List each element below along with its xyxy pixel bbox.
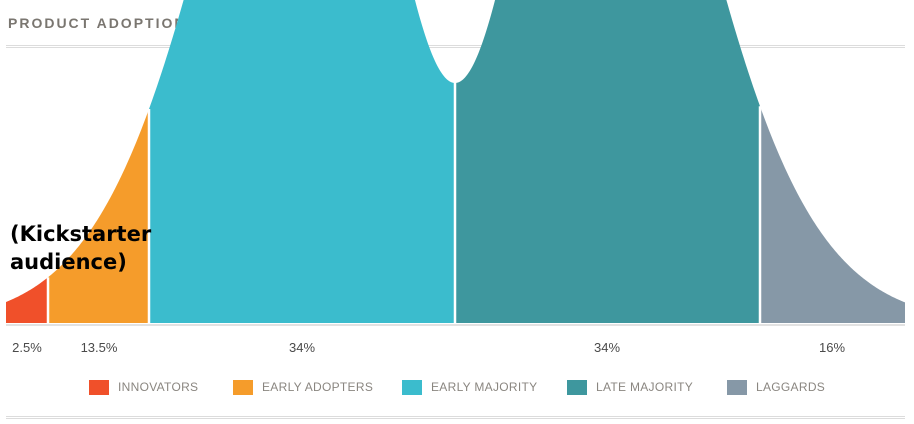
legend-label: LATE MAJORITY	[596, 380, 694, 394]
percent-label-laggards: 16%	[819, 340, 845, 355]
percent-label-early-majority: 34%	[289, 340, 315, 355]
legend-swatch	[567, 379, 587, 395]
legend-item-late-majority: LATE MAJORITY	[567, 377, 693, 397]
legend-item-early-adopters: EARLY ADOPTERS	[233, 377, 373, 397]
percent-label-late-majority: 34%	[594, 340, 620, 355]
kickstarter-annotation: (Kickstarter audience)	[10, 220, 152, 276]
percent-label-innovators: 2.5%	[12, 340, 42, 355]
segment-laggards	[760, 106, 905, 323]
legend-label: EARLY MAJORITY	[431, 380, 538, 394]
legend-swatch	[233, 379, 253, 395]
segment-late-majority	[455, 0, 760, 323]
segment-early-adopters	[48, 108, 149, 323]
legend-label: INNOVATORS	[118, 380, 199, 394]
legend-label: LAGGARDS	[756, 380, 826, 394]
annotation-line-2: audience)	[10, 250, 127, 274]
chart-legend: INNOVATORS EARLY ADOPTERS EARLY MAJORITY LA…	[0, 377, 914, 397]
legend-item-early-majority: EARLY MAJORITY	[402, 377, 537, 397]
segment-early-majority	[149, 0, 455, 323]
legend-swatch	[402, 379, 422, 395]
legend-label: EARLY ADOPTERS	[262, 380, 374, 394]
legend-item-laggards: LAGGARDS	[727, 377, 825, 397]
segment-innovators	[6, 277, 48, 323]
percent-label-early-adopters: 13.5%	[81, 340, 118, 355]
annotation-line-1: (Kickstarter	[10, 222, 152, 246]
legend-item-innovators: INNOVATORS	[89, 377, 198, 397]
legend-swatch	[89, 379, 109, 395]
legend-swatch	[727, 379, 747, 395]
title-divider	[6, 45, 905, 48]
footer-divider	[6, 416, 905, 419]
